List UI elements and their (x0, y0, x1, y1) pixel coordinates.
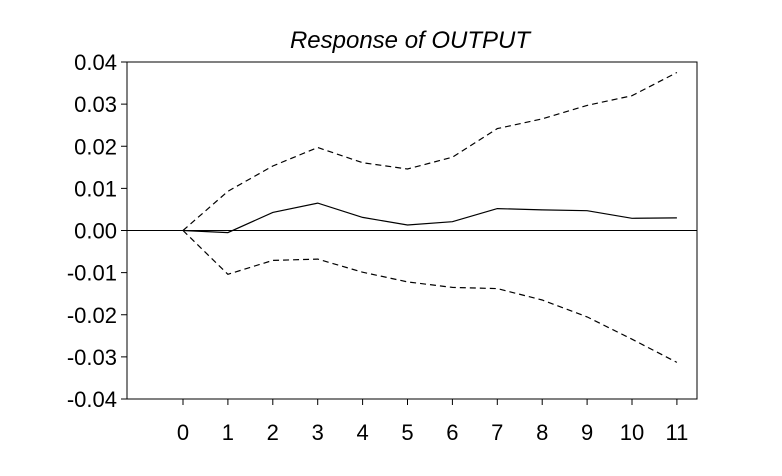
chart-title: Response of OUTPUT (290, 27, 532, 54)
y-tick-label: 0.00 (74, 219, 117, 244)
x-tick-label: 11 (665, 420, 688, 445)
upper-band-line (182, 71, 678, 231)
x-tick-label: 0 (177, 420, 189, 445)
x-tick-label: 9 (581, 420, 593, 445)
x-tick-label: 10 (620, 420, 644, 445)
x-tick-label: 6 (446, 420, 458, 445)
y-tick-label: -0.01 (67, 261, 117, 286)
x-tick-label: 2 (267, 420, 279, 445)
y-axis: 0.04 0.03 0.02 0.01 0.00 -0.01 -0.02 -0.03 -0.04 (67, 50, 127, 412)
series-layer (182, 71, 678, 363)
x-tick-label: 8 (536, 420, 548, 445)
x-tick-label: 4 (356, 420, 368, 445)
y-tick-label: 0.02 (74, 134, 117, 159)
y-tick-label: -0.02 (67, 303, 117, 328)
x-tick-label: 7 (491, 420, 503, 445)
x-axis: 0 1 2 3 4 5 6 7 8 9 10 11 (177, 399, 688, 445)
y-tick-label: 0.03 (74, 92, 117, 117)
y-tick-label: -0.03 (67, 345, 117, 370)
y-tick-label: 0.04 (74, 50, 117, 75)
response-line (182, 202, 677, 234)
x-tick-label: 5 (401, 420, 413, 445)
y-tick-label: -0.04 (67, 387, 117, 412)
x-tick-label: 1 (222, 420, 234, 445)
lower-band-line (182, 230, 678, 363)
x-tick-label: 3 (312, 420, 324, 445)
y-tick-label: 0.01 (74, 176, 117, 201)
